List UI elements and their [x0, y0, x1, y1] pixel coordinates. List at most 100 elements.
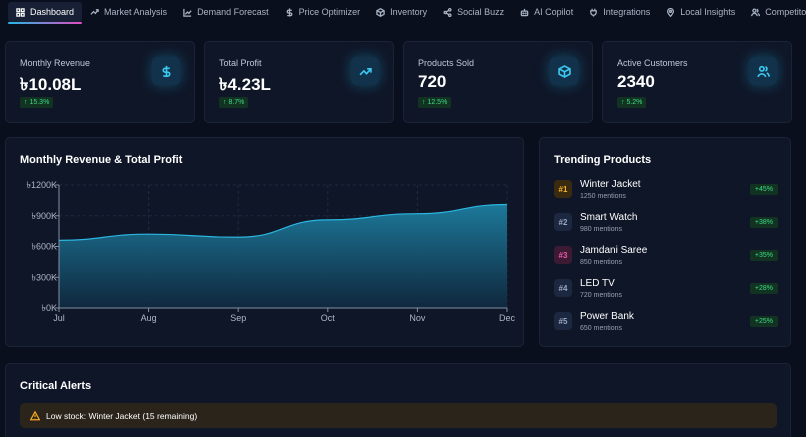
nav-ai-copilot[interactable]: AI Copilot [512, 2, 581, 22]
product-mentions: 980 mentions [580, 226, 623, 233]
box-icon [557, 64, 571, 78]
map-pin-icon [667, 7, 675, 17]
product-name: Jamdani Saree [580, 245, 648, 256]
y-tick-label: ৳900K [31, 211, 57, 221]
y-tick-label: ৳600K [31, 242, 57, 252]
stat-value: 2340 [617, 72, 655, 91]
product-mentions: 720 mentions [580, 292, 623, 299]
plug-icon [590, 8, 598, 17]
product-name: Winter Jacket [580, 179, 641, 190]
nav-social-buzz[interactable]: Social Buzz [435, 2, 512, 22]
trending-item[interactable]: #2 Smart Watch 980 mentions +38% [554, 210, 778, 236]
nav-market-analysis[interactable]: Market Analysis [82, 2, 175, 22]
nav-label: Market Analysis [104, 7, 168, 17]
trending-up-icon [359, 67, 372, 75]
product-mentions: 650 mentions [580, 325, 623, 332]
nav-inventory[interactable]: Inventory [368, 2, 435, 22]
growth-badge: +45% [749, 184, 778, 195]
product-name: Smart Watch [580, 212, 638, 223]
stat-icon-box [550, 57, 578, 85]
trending-item[interactable]: #1 Winter Jacket 1250 mentions +45% [554, 177, 778, 203]
nav-label: Local Insights [680, 7, 736, 17]
nav-label: Competitors [765, 7, 806, 17]
x-tick-label: Oct [321, 313, 336, 323]
product-name: Power Bank [580, 311, 634, 322]
revenue-area-fill [59, 204, 507, 308]
nav-demand-forecast[interactable]: Demand Forecast [175, 2, 277, 22]
trending-item[interactable]: #3 Jamdani Saree 850 mentions +35% [554, 243, 778, 269]
users-icon [751, 8, 761, 16]
stat-card-total-profit: Total Profit ৳4.23L ↑ 8.7% [204, 41, 394, 123]
growth-badge: +35% [749, 250, 778, 261]
revenue-series-line [58, 203, 508, 241]
nav-label: Price Optimizer [298, 7, 361, 17]
stat-label: Active Customers [617, 58, 688, 68]
nav-price-optimizer[interactable]: Price Optimizer [277, 2, 369, 22]
nav-label: Dashboard [30, 7, 75, 17]
x-tick-label: Dec [499, 313, 516, 323]
nav-label: Inventory [390, 7, 428, 17]
stat-icon-box [351, 57, 379, 85]
y-tick-label: ৳0K [42, 303, 58, 313]
chart-title: Monthly Revenue & Total Profit [20, 154, 183, 166]
stat-value: ৳4.23L [219, 75, 271, 94]
nav-label: Social Buzz [457, 7, 505, 17]
trending-products-card: Trending Products #1 Winter Jacket 1250 … [539, 137, 791, 347]
stat-label: Monthly Revenue [20, 58, 91, 68]
product-mentions: 850 mentions [580, 259, 623, 266]
dollar-icon [161, 65, 171, 77]
stat-card-monthly-revenue: Monthly Revenue ৳10.08L ↑ 15.3% [5, 41, 195, 123]
warning-icon [30, 410, 40, 420]
growth-badge: +38% [749, 217, 778, 228]
product-name: LED TV [580, 278, 615, 289]
stat-card-active-customers: Active Customers 2340 ↑ 5.2% [602, 41, 792, 123]
stat-icon-box [749, 57, 777, 85]
y-tick-label: ৳300K [31, 272, 57, 282]
rank-badge: #2 [554, 213, 572, 231]
stat-change-badge: ↑ 8.7% [219, 97, 249, 108]
nav-label: Demand Forecast [197, 7, 269, 17]
rank-badge: #4 [554, 279, 572, 297]
x-tick-label: Aug [141, 313, 157, 323]
stat-value: ৳10.08L [20, 75, 82, 94]
alert-item[interactable]: Low stock: Winter Jacket (15 remaining) [20, 403, 777, 428]
dollar-icon [286, 7, 292, 17]
x-tick-label: Jul [53, 313, 65, 323]
alert-text: Low stock: Winter Jacket (15 remaining) [46, 410, 198, 421]
stat-change-badge: ↑ 12.5% [418, 97, 452, 108]
stat-change-badge: ↑ 5.2% [617, 97, 647, 108]
stat-value: 720 [418, 72, 447, 91]
trending-item[interactable]: #5 Power Bank 650 mentions +25% [554, 309, 778, 335]
stat-label: Products Sold [418, 58, 475, 68]
trending-title: Trending Products [554, 154, 652, 166]
growth-badge: +25% [749, 316, 778, 327]
nav-integrations[interactable]: Integrations [581, 2, 658, 22]
trend-line-icon [90, 8, 99, 15]
nav-label: AI Copilot [534, 7, 574, 17]
stat-card-products-sold: Products Sold 720 ↑ 12.5% [403, 41, 593, 123]
revenue-profit-chart: ৳0K ৳300K ৳600K ৳900K ৳1200K Jul Aug Sep Oct Nov D… [26, 180, 516, 323]
grid-icon [16, 7, 25, 17]
stat-icon-box [152, 57, 180, 85]
critical-alerts-card: Critical Alerts Low stock: Winter Jacket… [5, 363, 791, 437]
growth-badge: +28% [749, 283, 778, 294]
x-tick-label: Sep [230, 313, 246, 323]
rank-badge: #1 [554, 180, 572, 198]
nav-competitors[interactable]: Competitors [743, 2, 806, 22]
x-tick-label: Nov [409, 313, 426, 323]
trending-item[interactable]: #4 LED TV 720 mentions +28% [554, 276, 778, 302]
stat-change-badge: ↑ 15.3% [20, 97, 54, 108]
product-mentions: 1250 mentions [580, 193, 626, 200]
box-icon [376, 7, 385, 17]
y-tick-label: ৳1200K [26, 180, 57, 190]
revenue-profit-chart-card: Monthly Revenue & Total Profit ৳0K ৳300K ৳… [5, 137, 524, 347]
rank-badge: #5 [554, 312, 572, 330]
stat-label: Total Profit [219, 58, 262, 68]
share-icon [443, 7, 452, 17]
nav-local-insights[interactable]: Local Insights [658, 2, 743, 22]
top-nav: Dashboard Market Analysis Demand Forecas… [0, 0, 806, 24]
chart-line-icon [183, 8, 192, 17]
users-icon [756, 65, 770, 77]
nav-dashboard[interactable]: Dashboard [8, 2, 83, 24]
robot-icon [520, 8, 529, 16]
